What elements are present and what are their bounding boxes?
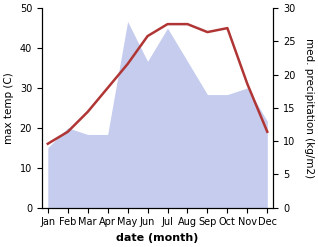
X-axis label: date (month): date (month) (116, 233, 199, 243)
Y-axis label: max temp (C): max temp (C) (4, 72, 14, 144)
Y-axis label: med. precipitation (kg/m2): med. precipitation (kg/m2) (304, 38, 314, 178)
